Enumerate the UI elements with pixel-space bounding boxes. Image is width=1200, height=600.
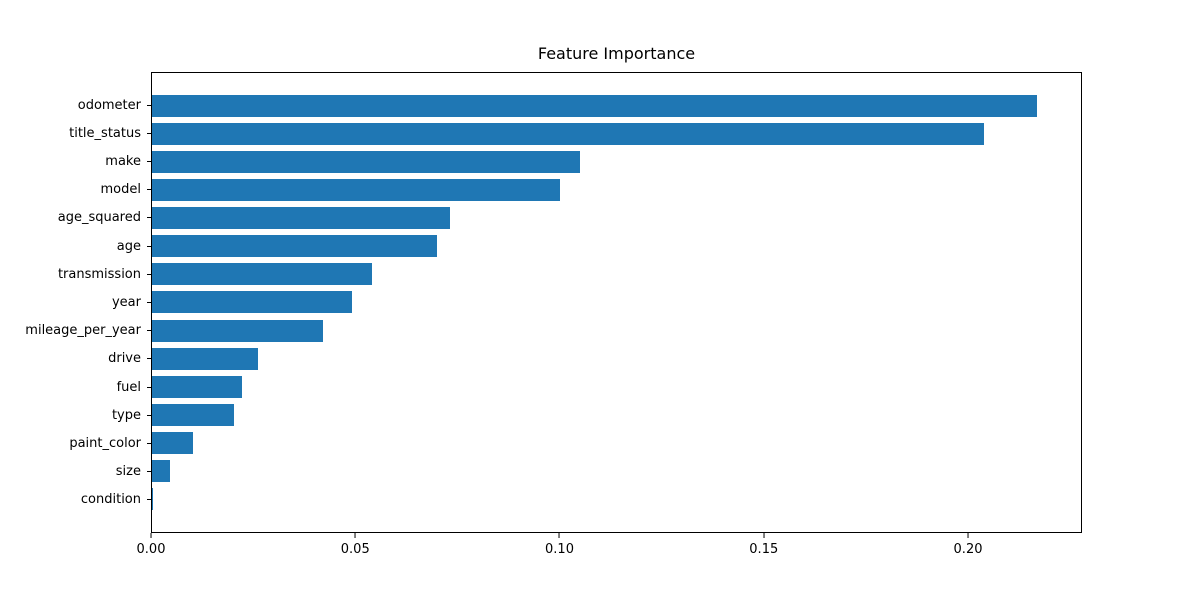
y-tick-label-fuel: fuel [116,379,141,395]
y-tick-mark [147,245,152,247]
y-tick-mark [147,358,152,360]
bar-row-size [152,457,1081,485]
y-tick-label-condition: condition [80,492,141,508]
y-tick-row-mileage_per_year: mileage_per_year [0,317,152,345]
x-tick-label: 0.15 [749,542,779,557]
bar-drive [152,347,258,370]
bar-make [152,151,581,174]
y-tick-label-age_squared: age_squared [57,210,141,226]
x-tick-0.10: 0.10 [545,533,574,557]
y-tick-row-type: type [0,401,152,429]
x-tick-0.15: 0.15 [749,533,778,557]
y-tick-row-year: year [0,288,152,316]
chart-title: Feature Importance [537,44,696,63]
y-tick-label-make: make [105,154,141,169]
x-tick-0.20: 0.20 [953,533,983,557]
bar-age [152,235,438,258]
y-tick-mark [147,189,152,191]
bar-row-age_squared [152,204,1081,232]
y-tick-label-title_status: title_status [69,125,141,141]
bar-row-model [152,176,1081,204]
y-tick-row-size: size [0,458,152,486]
y-tick-label-size: size [115,464,141,480]
bar-fuel [152,375,242,398]
y-tick-label-paint_color: paint_color [69,436,141,452]
bar-row-mileage_per_year [152,317,1081,345]
y-tick-label-age: age [116,238,141,254]
bar-type [152,403,234,426]
bar-year [152,291,352,314]
y-tick-row-model: model [0,176,152,204]
y-tick-mark [147,132,152,134]
y-tick-row-odometer: odometer [0,91,152,119]
bar-row-transmission [152,260,1081,288]
y-tick-label-transmission: transmission [57,266,141,282]
x-tick-mark [150,533,152,538]
x-tick-label: 0.05 [340,542,370,557]
bar-row-condition [152,485,1081,513]
y-tick-label-type: type [111,407,141,423]
bars-container [152,73,1081,532]
bar-mileage_per_year [152,319,324,342]
bar-row-age [152,232,1081,260]
bar-row-paint_color [152,429,1081,457]
y-tick-mark [147,443,152,445]
bar-row-make [152,148,1081,176]
y-tick-mark [147,471,152,473]
y-tick-label-drive: drive [108,351,141,367]
x-tick-0.00: 0.00 [136,533,166,557]
y-tick-mark [147,302,152,304]
x-tick-mark [967,533,969,538]
y-tick-row-age_squared: age_squared [0,204,152,232]
bar-row-fuel [152,373,1081,401]
bar-condition [152,487,154,510]
x-tick-label: 0.20 [953,542,983,557]
y-tick-label-mileage_per_year: mileage_per_year [25,323,141,339]
x-tick-label: 0.10 [545,542,574,557]
y-tick-row-paint_color: paint_color [0,429,152,457]
y-tick-mark [147,499,152,501]
y-tick-mark [147,273,152,275]
bar-model [152,179,560,202]
y-tick-row-make: make [0,147,152,175]
bar-row-drive [152,345,1081,373]
y-tick-mark [147,161,152,162]
bar-paint_color [152,431,193,454]
bar-age_squared [152,207,450,230]
y-tick-mark [147,104,152,106]
y-tick-label-year: year [111,295,141,311]
y-tick-row-title_status: title_status [0,119,152,147]
y-tick-row-fuel: fuel [0,373,152,401]
x-tick-mark [558,533,560,538]
y-tick-row-drive: drive [0,345,152,373]
y-tick-row-condition: condition [0,486,152,514]
x-tick-label: 0.00 [136,542,166,557]
bar-odometer [152,95,1037,118]
bar-row-year [152,288,1081,316]
y-tick-mark [147,414,152,416]
x-tick-mark [763,533,765,538]
x-axis: 0.00 0.05 0.10 0.15 0.20 [137,533,1082,573]
y-tick-mark [147,386,152,388]
x-tick-mark [354,533,356,538]
bar-transmission [152,263,373,286]
bar-row-type [152,401,1081,429]
x-tick-0.05: 0.05 [341,533,370,557]
plot-area [151,72,1082,533]
y-tick-mark [147,217,152,219]
y-tick-row-age: age [0,232,152,260]
y-tick-label-model: model [100,182,141,198]
y-tick-label-odometer: odometer [77,97,141,113]
y-tick-mark [147,330,152,332]
bar-row-title_status [152,120,1081,148]
bar-row-odometer [152,92,1081,120]
bar-size [152,459,170,482]
bar-title_status [152,123,984,146]
y-tick-row-transmission: transmission [0,260,152,288]
